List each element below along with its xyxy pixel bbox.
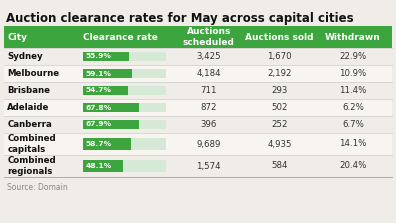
Text: 584: 584 [271,161,288,171]
Bar [4,65,392,82]
Text: 4,184: 4,184 [196,69,221,78]
Text: 1,574: 1,574 [196,161,221,171]
Text: 293: 293 [271,86,287,95]
Bar [83,103,139,112]
Text: 6.2%: 6.2% [342,103,364,112]
Text: Auctions sold: Auctions sold [245,33,314,41]
Text: Source: Domain: Source: Domain [7,183,68,192]
Bar [83,103,166,112]
Text: 20.4%: 20.4% [339,161,367,171]
Bar [83,138,131,150]
Bar [83,52,166,61]
Text: 10.9%: 10.9% [339,69,367,78]
Bar [83,120,139,129]
Bar [83,120,166,129]
Bar [83,160,166,172]
Text: 11.4%: 11.4% [339,86,367,95]
Text: 872: 872 [200,103,217,112]
Bar [83,69,132,78]
Text: 252: 252 [271,120,288,129]
Text: 1,670: 1,670 [267,52,292,61]
Text: 59.1%: 59.1% [86,70,112,76]
Text: 2,192: 2,192 [267,69,292,78]
Text: 54.7%: 54.7% [86,87,112,93]
Text: 58.7%: 58.7% [86,141,112,147]
Text: 67.9%: 67.9% [86,122,112,128]
Text: 14.1%: 14.1% [339,140,367,149]
Text: 9,689: 9,689 [196,140,221,149]
Text: Sydney: Sydney [8,52,43,61]
Text: 6.7%: 6.7% [342,120,364,129]
Text: 55.9%: 55.9% [86,54,112,60]
Text: 67.8%: 67.8% [86,105,112,111]
Text: 3,425: 3,425 [196,52,221,61]
Text: 4,935: 4,935 [267,140,292,149]
Text: Brisbane: Brisbane [8,86,50,95]
Bar [83,160,123,172]
Bar [4,48,392,65]
Text: Clearance rate: Clearance rate [83,33,158,41]
Bar [4,82,392,99]
Text: 48.1%: 48.1% [86,163,112,169]
Bar [4,26,392,48]
Bar [4,116,392,133]
Bar [4,99,392,116]
Text: Adelaide: Adelaide [8,103,50,112]
Text: Melbourne: Melbourne [8,69,59,78]
Text: Withdrawn: Withdrawn [325,33,381,41]
Text: City: City [8,33,27,41]
Bar [4,155,392,177]
Text: Auction clearance rates for May across capital cities: Auction clearance rates for May across c… [6,12,354,25]
Text: 396: 396 [200,120,217,129]
Bar [83,86,166,95]
Text: 22.9%: 22.9% [339,52,367,61]
Text: Combined
regionals: Combined regionals [8,156,56,176]
Bar [83,86,128,95]
Text: Canberra: Canberra [8,120,52,129]
Text: Auctions
scheduled: Auctions scheduled [183,27,234,47]
Bar [83,138,166,150]
Text: 502: 502 [271,103,288,112]
Bar [83,52,129,61]
Bar [4,133,392,155]
Bar [83,69,166,78]
Text: 711: 711 [200,86,217,95]
Text: Combined
capitals: Combined capitals [8,134,56,154]
